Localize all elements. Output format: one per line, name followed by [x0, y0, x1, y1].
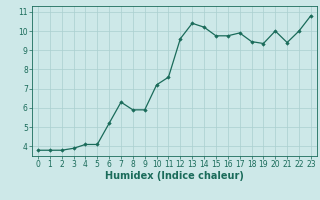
X-axis label: Humidex (Indice chaleur): Humidex (Indice chaleur) [105, 171, 244, 181]
